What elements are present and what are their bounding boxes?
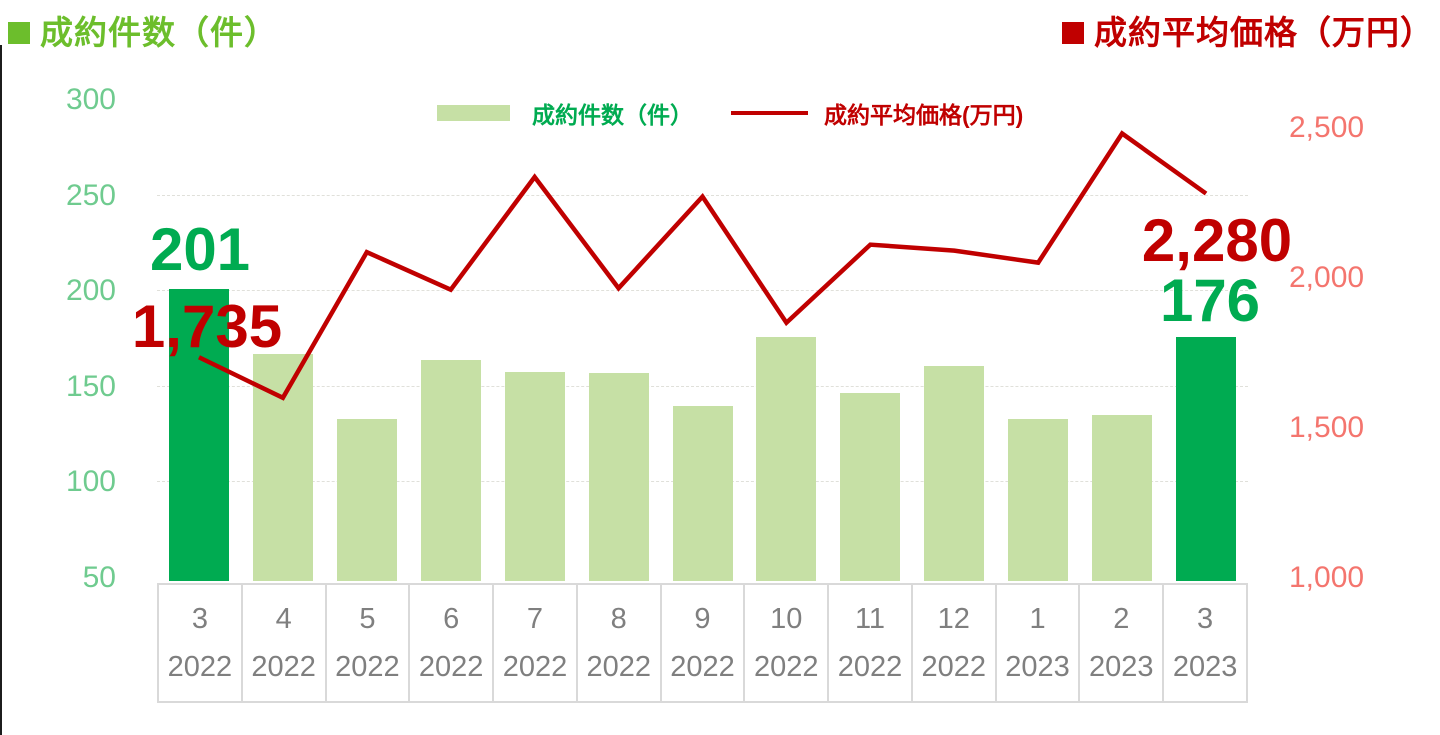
bar-2022-9 [672, 405, 733, 581]
year-label: 2022 [921, 651, 987, 683]
bar-2022-6 [420, 360, 481, 581]
category-axis: 3 2022 4 2022 5 2022 6 2022 7 2022 8 2022 9 2022 10 202… [157, 583, 1248, 703]
chart-title-left: 成約件数（件） [8, 6, 278, 54]
month-label: 6 [443, 603, 460, 635]
chart-title-right: 成約平均価格（万円） [1062, 6, 1434, 54]
bar-2022-8 [588, 373, 649, 581]
left-axis-tick-label: 200 [65, 274, 116, 308]
year-label: 2022 [670, 651, 735, 683]
category-cell-2022-5: 5 2022 [324, 585, 409, 701]
month-label: 5 [359, 603, 376, 635]
right-axis-tick-label: 1,000 [1289, 561, 1365, 594]
year-label: 2022 [586, 651, 651, 683]
bar-2023-2 [1092, 415, 1153, 581]
annotation-last-bar-value: 176 [1159, 267, 1261, 334]
year-label: 2022 [502, 651, 568, 683]
year-label: 2022 [837, 651, 903, 683]
right-axis-tick-label: 2,500 [1289, 110, 1365, 144]
legend-line-label: 成約平均価格(万円) [824, 102, 1024, 128]
year-label: 2023 [1089, 651, 1154, 683]
category-cell-2022-7: 7 2022 [492, 585, 576, 701]
annotation-last-line-value: 2,280 [1141, 207, 1293, 274]
year-label: 2022 [753, 651, 819, 683]
category-cell-2023-2: 2 2023 [1078, 585, 1162, 701]
category-cell-2022-9: 9 2022 [659, 585, 744, 701]
month-label: 7 [526, 603, 544, 635]
page-edge-line [0, 45, 2, 735]
gridline [157, 290, 1248, 292]
left-axis-tick-label: 300 [65, 83, 116, 116]
month-label: 2 [1113, 603, 1130, 635]
bar-2023-1 [1008, 419, 1069, 581]
right-axis-tick-label: 1,500 [1289, 410, 1365, 444]
left-axis-tick-label: 100 [65, 465, 116, 499]
gridline [157, 385, 1248, 387]
bar-2023-3 [1176, 337, 1237, 581]
category-cell-2022-8: 8 2022 [575, 585, 660, 701]
year-label: 2022 [335, 651, 400, 683]
month-label: 8 [610, 603, 627, 635]
bar-2022-12 [924, 365, 985, 581]
category-cell-2023-3: 3 2023 [1162, 585, 1246, 701]
month-label: 3 [1197, 603, 1214, 635]
annotation-first-line-value: 1,735 [131, 293, 283, 360]
left-axis-tick-label: 50 [82, 561, 116, 594]
month-label: 11 [854, 603, 886, 635]
left-axis-tick-label: 250 [65, 178, 116, 212]
month-label: 1 [1029, 603, 1046, 635]
price-line-path [197, 130, 1208, 401]
category-cell-2023-1: 1 2023 [994, 585, 1079, 701]
bar-2022-11 [840, 392, 901, 581]
legend: 成約件数（件） 成約平均価格(万円) [437, 99, 1024, 128]
green-square-icon [8, 22, 30, 44]
annotation-first-bar-value: 201 [149, 216, 251, 283]
legend-bar-swatch-icon [437, 105, 510, 121]
bar-2022-4 [252, 354, 313, 581]
left-axis-tick-label: 150 [65, 369, 116, 403]
bar-2022-5 [336, 419, 397, 581]
year-label: 2022 [251, 651, 316, 683]
legend-line-marker-icon [731, 111, 808, 115]
month-label: 3 [191, 603, 208, 635]
year-label: 2022 [167, 651, 233, 683]
category-cell-2022-12: 12 2022 [910, 585, 995, 701]
bar-2022-7 [504, 371, 565, 581]
year-label: 2022 [418, 651, 484, 683]
chart-title-right-text: 成約平均価格（万円） [1094, 14, 1434, 51]
price-line [197, 130, 1208, 401]
red-square-icon [1062, 22, 1084, 44]
month-label: 4 [275, 603, 292, 635]
year-label: 2023 [1005, 651, 1070, 683]
category-cell-2022-3: 3 2022 [159, 585, 241, 701]
year-label: 2023 [1172, 651, 1238, 683]
category-cell-2022-6: 6 2022 [408, 585, 492, 701]
chart-title-left-text: 成約件数（件） [40, 14, 278, 51]
category-cell-2022-11: 11 2022 [827, 585, 911, 701]
month-label: 9 [694, 603, 711, 635]
bar-2022-10 [756, 337, 817, 581]
month-label: 10 [770, 603, 803, 635]
category-cell-2022-10: 10 2022 [743, 585, 827, 701]
category-cell-2022-4: 4 2022 [240, 585, 325, 701]
right-axis-tick-label: 2,000 [1289, 260, 1365, 294]
month-label: 12 [937, 603, 970, 635]
legend-bar-label: 成約件数（件） [532, 102, 693, 128]
bar-2022-3 [168, 289, 229, 581]
